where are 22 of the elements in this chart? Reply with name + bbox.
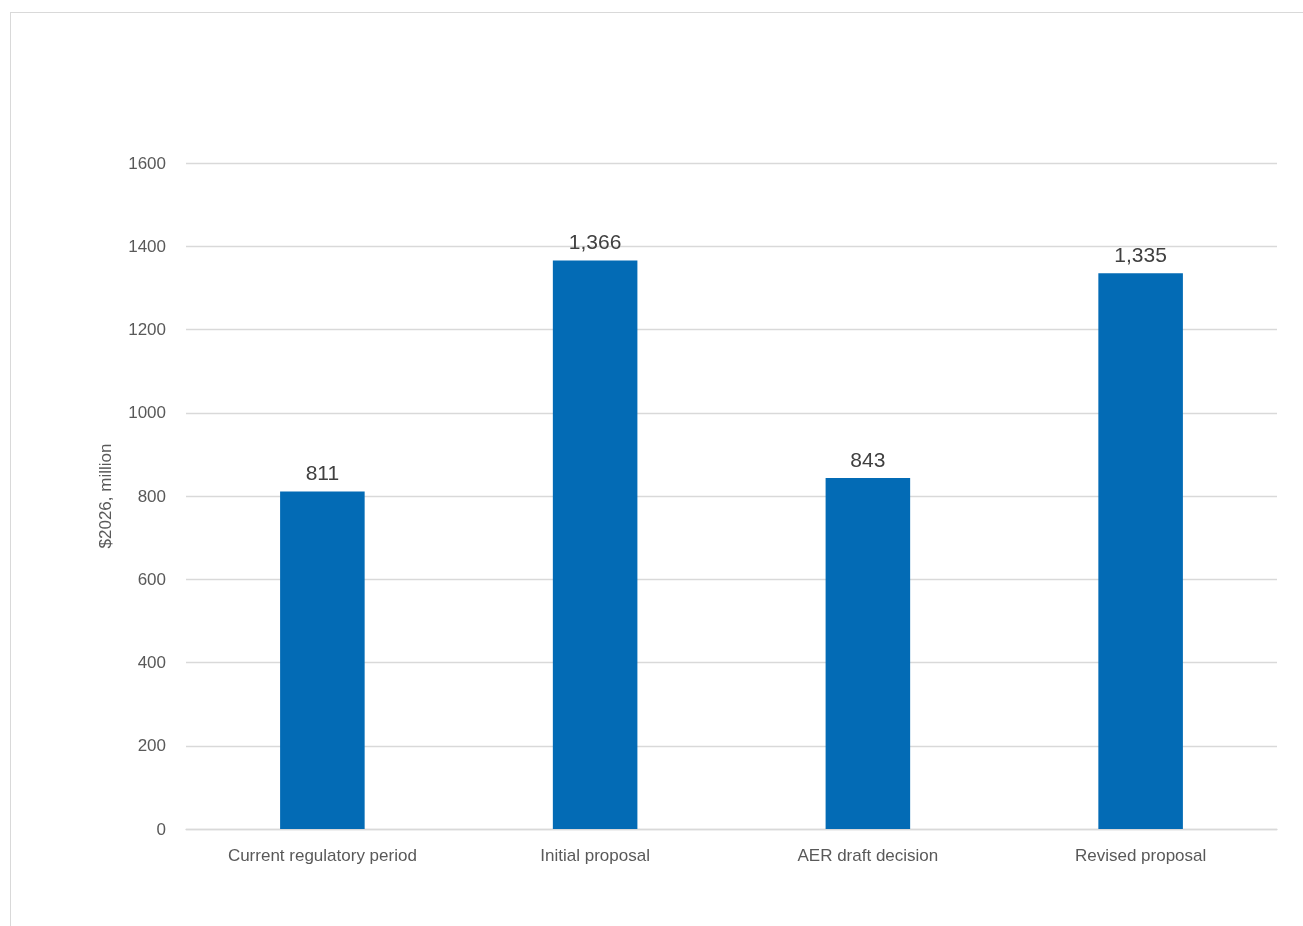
x-tick-label: Revised proposal [1074, 846, 1207, 865]
y-tick-label: 1200 [128, 320, 166, 339]
data-label: 811 [305, 461, 340, 485]
bar [552, 260, 638, 829]
bar [280, 491, 365, 829]
x-tick-label: AER draft decision [797, 846, 939, 865]
x-tick-label: Current regulatory period [227, 846, 417, 865]
y-tick-label: 800 [137, 486, 166, 506]
bar [825, 478, 911, 829]
y-tick-label: 1000 [128, 403, 166, 423]
y-tick-label: 0 [156, 819, 166, 839]
y-tick-label: 1600 [128, 153, 166, 173]
data-label: 843 [850, 448, 886, 472]
data-label: 1,335 [1114, 243, 1167, 267]
y-tick-label: 600 [137, 569, 166, 589]
x-tick-label: Initial proposal [540, 846, 650, 865]
y-tick-label: 1400 [128, 236, 166, 256]
data-label: 1,366 [568, 230, 622, 254]
y-axis-title: $2026, million [96, 443, 115, 549]
bar [1098, 273, 1183, 829]
y-tick-label: 200 [137, 736, 166, 756]
y-tick-label: 400 [137, 653, 166, 672]
